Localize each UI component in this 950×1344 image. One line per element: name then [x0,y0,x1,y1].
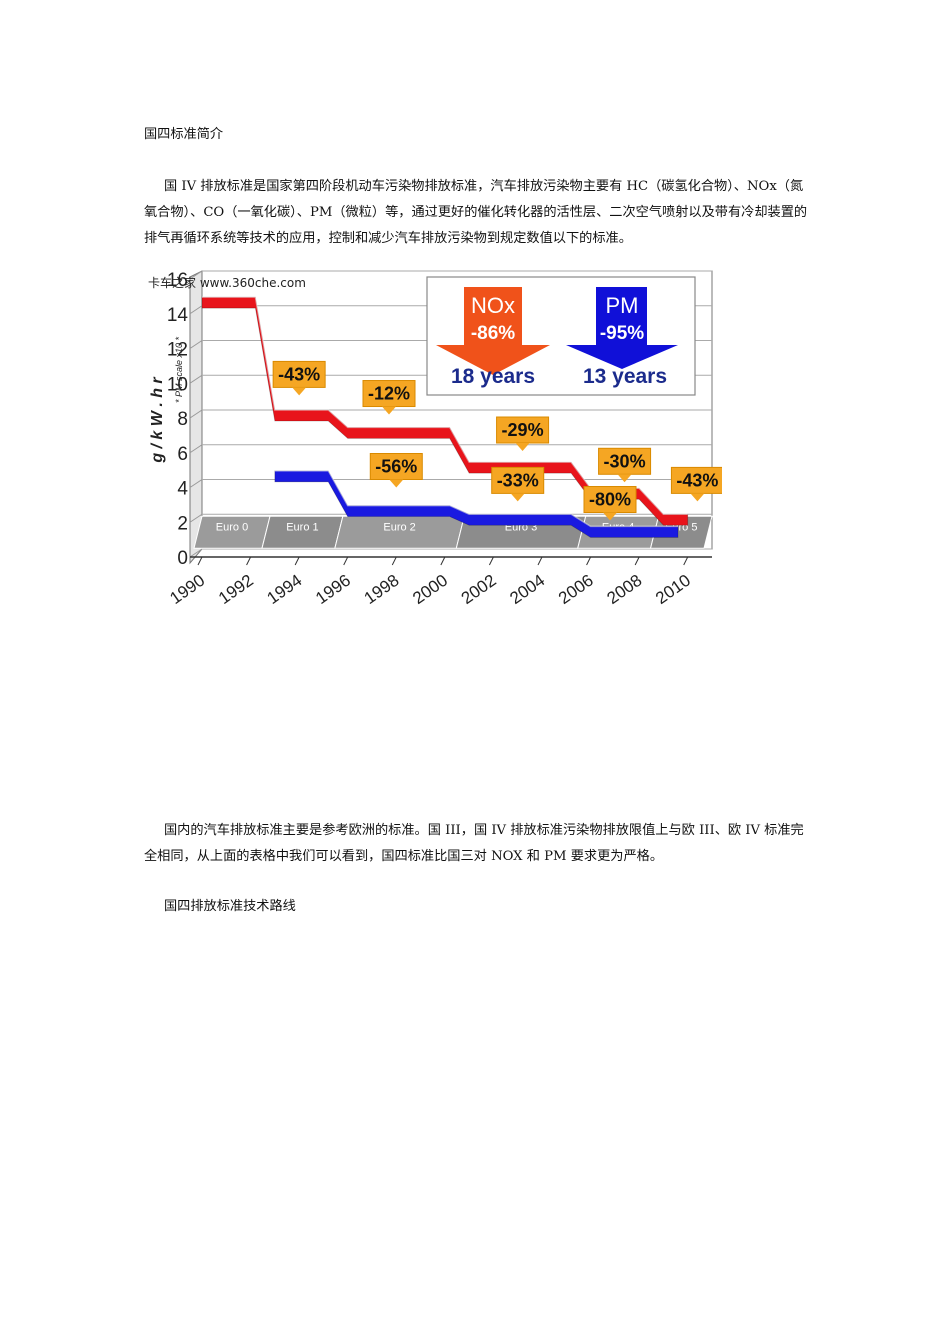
series-pm-highlight [274,470,678,528]
stage-label: Euro 2 [383,521,415,533]
x-tick-label: 1994 [264,571,306,608]
pm-arrow [566,287,678,369]
callout-pointer [690,493,705,502]
x-tick-label: 2000 [409,571,451,608]
y-tick-label: 6 [177,444,188,465]
gridline-depth [189,305,203,315]
y-tick-label: 10 [167,374,188,395]
callout-pointer [382,406,396,415]
y-tick-label: 2 [177,513,188,534]
stage-label: Euro 0 [216,521,248,533]
nox-arrow [436,287,550,375]
y-tick-label: 4 [177,479,188,500]
gridline-depth [189,374,203,384]
callout-label: -80% [589,490,631,510]
legend-pm-pct: -95% [600,323,644,344]
x-tick-label: 2002 [458,571,500,608]
x-tick-label: 1990 [166,571,208,608]
x-tick-label: 2004 [506,571,548,608]
x-tick [586,556,592,566]
x-tick [294,556,300,566]
callout-box [491,466,545,494]
legend-nox-name: NOx [471,293,515,318]
callout-label: -12% [368,384,410,404]
callout-box [496,416,550,444]
gridline-depth [189,409,203,419]
legend-nox-years: 18 years [451,365,535,388]
x-tick [683,556,689,566]
callout-box [272,360,326,388]
y-tick-label: 12 [167,340,188,361]
x-tick-label: 1998 [361,571,403,608]
gridline-depth [189,340,203,349]
callout-pointer [617,474,632,483]
legend-pm-name: PM [606,293,639,318]
gridline-depth [189,513,203,523]
y-tick-label: 8 [177,409,188,430]
callout-pointer [389,479,404,488]
gridline-depth [189,479,203,488]
x-tick [634,556,640,566]
x-tick [343,556,349,566]
paragraph-roadmap: 国四排放标准技术路线 [164,899,296,914]
callout-pointer [515,443,530,452]
x-tick-label: 1992 [215,571,257,608]
callout-label: -33% [497,470,539,490]
x-tick-label: 2008 [604,571,646,608]
x-tick-label: 2006 [555,571,597,608]
paragraph-intro: 国 IV 排放标准是国家第四阶段机动车污染物排放标准，汽车排放污染物主要有 HC… [144,179,808,246]
callout-label: -43% [278,364,320,384]
x-tick [488,556,494,566]
callout-label: -56% [375,457,417,477]
x-tick-label: 1996 [312,571,354,608]
legend-pm-years: 13 years [583,365,667,388]
stage-label: Euro 1 [286,521,318,533]
callout-box [583,486,637,514]
y-tick-label: 16 [167,270,188,291]
callout-pointer [603,512,617,521]
gridline-depth [189,444,203,454]
y-tick-label: 0 [177,548,188,569]
x-tick [246,556,252,566]
series-nox-highlight [202,296,688,515]
y-tick-label: 14 [167,305,189,326]
y-axis-label: g / k W . h r [149,377,166,464]
callout-label: -43% [676,470,718,490]
callout-box [598,447,652,475]
paragraph-comparison: 国内的汽车排放标准主要是参考欧洲的标准。国 III，国 IV 排放标准污染物排放… [144,823,804,864]
callout-label: -29% [502,420,544,440]
callout-pointer [292,387,307,396]
gridline-depth [189,548,203,558]
callout-label: -30% [604,451,646,471]
watermark-text: 卡车之家 www.360che.com [148,275,306,290]
x-tick [197,556,203,566]
x-tick [391,556,397,566]
callout-box [369,453,423,480]
legend-nox-pct: -86% [471,323,515,344]
gridline-depth [189,270,203,280]
x-tick [537,556,543,566]
y-axis-sublabel: * PM scale x10 * [174,336,184,403]
x-tick-label: 2010 [652,571,694,608]
x-tick [440,556,446,566]
page-heading: 国四标准简介 [144,127,224,142]
callout-pointer [510,493,525,502]
